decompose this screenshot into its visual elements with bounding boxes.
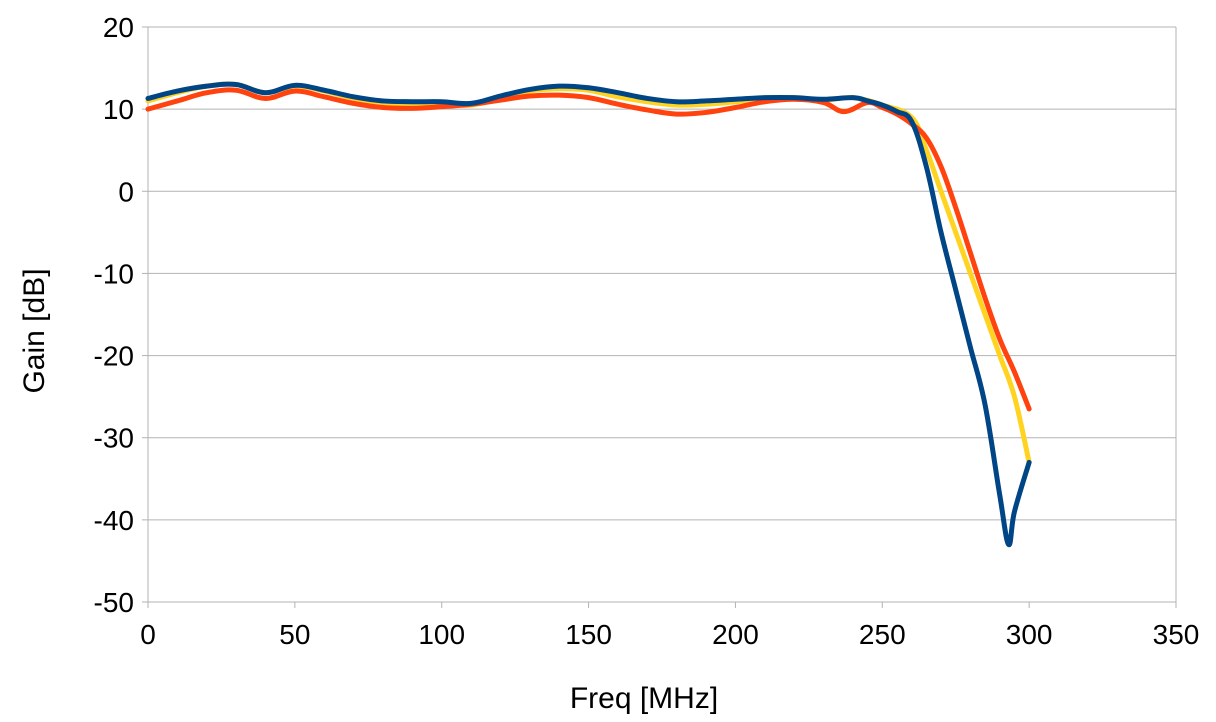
- x-tick-label: 200: [712, 619, 759, 650]
- y-tick-label: 20: [103, 12, 134, 43]
- series-lines: [145, 81, 1032, 548]
- series-line-3: [145, 81, 1032, 548]
- y-tick-label: -40: [94, 505, 134, 536]
- y-axis-title: Gain [dB]: [18, 268, 51, 393]
- x-tick-label: 150: [565, 619, 612, 650]
- y-tick-label: 0: [118, 176, 134, 207]
- x-tick-label: 100: [418, 619, 465, 650]
- x-tick-label: 0: [140, 619, 156, 650]
- axes: [142, 26, 1177, 608]
- x-tick-label: 250: [859, 619, 906, 650]
- x-axis-title: Freq [MHz]: [570, 682, 718, 715]
- y-tick-label: -30: [94, 423, 134, 454]
- grid-lines: [148, 26, 1176, 603]
- y-tick-label: -50: [94, 587, 134, 618]
- y-tick-label: -20: [94, 341, 134, 372]
- y-tick-label: 10: [103, 94, 134, 125]
- x-tick-label: 50: [279, 619, 310, 650]
- y-tick-label: -10: [94, 258, 134, 289]
- x-tick-label: 300: [1006, 619, 1053, 650]
- series-line-2: [145, 87, 1032, 412]
- x-tick-label: 350: [1153, 619, 1200, 650]
